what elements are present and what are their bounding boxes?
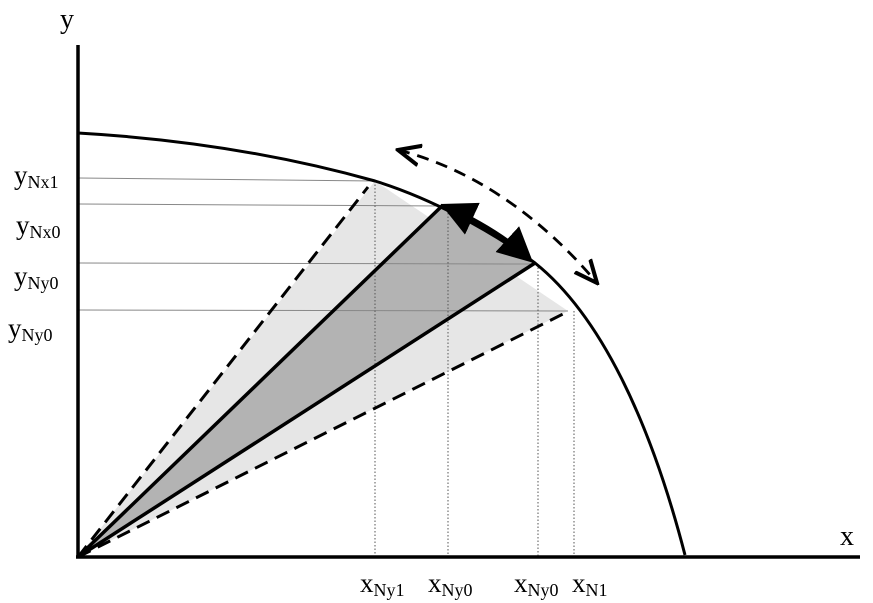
guide-y-ny0-lower xyxy=(77,309,569,312)
x-label-ny0-left: xNy0 xyxy=(428,568,473,600)
x-axis-label: x xyxy=(840,521,854,552)
ray-lower-dashed xyxy=(77,311,566,559)
ray-upper-dashed xyxy=(76,186,370,558)
y-label-ny0-lower: yNy0 xyxy=(8,313,53,345)
ray-lower-solid xyxy=(77,261,536,559)
y-label-nx1: yNx1 xyxy=(14,160,59,192)
x-label-n1: xN1 xyxy=(572,568,608,600)
y-axis-label: y xyxy=(60,4,74,35)
y-label-nx0: yNx0 xyxy=(16,210,61,242)
vertical-guide-lines xyxy=(374,181,575,557)
ray-upper-solid xyxy=(76,203,445,559)
guide-y-nx1 xyxy=(77,177,376,182)
x-label-ny1: xNy1 xyxy=(360,568,405,600)
guide-y-nx0 xyxy=(77,203,444,207)
x-label-ny0-right: xNy0 xyxy=(514,568,559,600)
dashed-double-arrow xyxy=(398,150,597,283)
inner-cone-area xyxy=(78,205,535,557)
y-label-ny0-upper: yNy0 xyxy=(14,261,59,293)
